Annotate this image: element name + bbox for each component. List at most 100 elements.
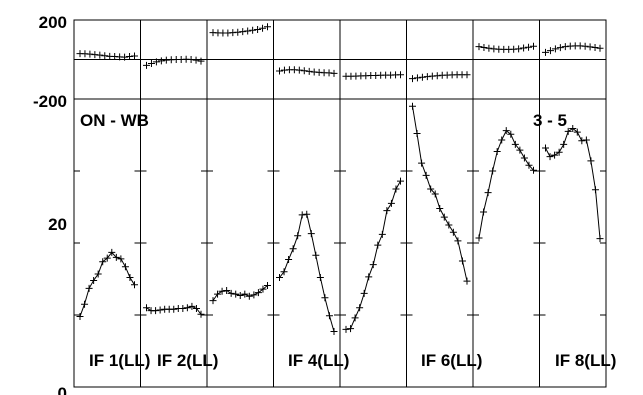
lower-series-7-point bbox=[498, 136, 506, 144]
upper-series-2-point bbox=[197, 57, 205, 65]
upper-series-2-point bbox=[147, 59, 155, 67]
lower-series-1-point bbox=[121, 263, 129, 271]
lower-series-8-point bbox=[546, 153, 554, 161]
upper-series-6-point bbox=[463, 71, 471, 79]
lower-series-6-point bbox=[418, 159, 426, 167]
lower-series-2-point bbox=[192, 305, 200, 313]
lower-series-6-point bbox=[427, 185, 435, 193]
lower-series-4-point bbox=[330, 328, 338, 336]
lower-series-6-point bbox=[458, 257, 466, 265]
lower-series-7-point bbox=[493, 148, 501, 156]
lower-series-6-point bbox=[440, 213, 448, 221]
lower-series-4-point bbox=[276, 274, 283, 282]
corner-label-left: ON - WB bbox=[80, 111, 149, 130]
lower-series-8-line bbox=[545, 127, 601, 239]
lower-series-5-point bbox=[369, 261, 377, 269]
lower-series-4-point bbox=[280, 268, 288, 276]
lower-series-3-point bbox=[223, 287, 231, 295]
lower-series-3-point bbox=[209, 297, 217, 305]
lower-series-7-line bbox=[478, 129, 534, 239]
lower-series-5-point bbox=[378, 230, 386, 238]
series-label-if2: IF 2(LL) bbox=[157, 351, 218, 370]
lower-series-5-point bbox=[365, 273, 373, 281]
lower-series-1-line bbox=[79, 251, 135, 317]
upper-series-8-point bbox=[561, 43, 569, 51]
upper-series-1-point bbox=[101, 52, 109, 60]
lower-series-1-point bbox=[131, 281, 138, 289]
lower-series-7-point bbox=[475, 234, 483, 242]
upper-series-4-point bbox=[330, 69, 338, 77]
lower-series-8-point bbox=[587, 157, 595, 165]
lower-series-7-point bbox=[530, 166, 537, 174]
series-label-if4: IF 4(LL) bbox=[288, 351, 349, 370]
lower-series-3-point bbox=[218, 287, 226, 295]
lower-series-3-point bbox=[241, 290, 249, 298]
lower-series-2-point bbox=[188, 302, 196, 310]
lower-series-4-point bbox=[285, 256, 293, 264]
upper-series-1-point bbox=[96, 51, 104, 59]
panel-frames bbox=[73, 19, 607, 388]
lower-series-7-point bbox=[489, 167, 497, 175]
lower-series-8-point bbox=[596, 235, 604, 243]
upper-series-3-point bbox=[249, 26, 257, 34]
lower-series-2-point bbox=[197, 310, 205, 318]
lower-series-8-point bbox=[569, 125, 577, 133]
upper-ytick-top: 200 bbox=[39, 13, 67, 32]
lower-series-8-point bbox=[573, 128, 581, 136]
lower-series-4-point bbox=[289, 245, 297, 253]
series-label-if1: IF 1(LL) bbox=[89, 351, 150, 370]
upper-series-6-point bbox=[409, 75, 416, 83]
lower-series-7-point bbox=[502, 127, 510, 135]
lower-series-1-point bbox=[90, 276, 98, 284]
lower-series-4-line bbox=[279, 213, 335, 332]
lower-series-3-point bbox=[250, 291, 258, 299]
lower-series-8-point bbox=[551, 151, 559, 159]
lower-series-2-point bbox=[170, 305, 178, 313]
lower-series-5-point bbox=[347, 325, 355, 333]
upper-series-4-point bbox=[305, 67, 313, 75]
upper-series-6-point bbox=[423, 73, 431, 81]
lower-series-4-point bbox=[321, 294, 329, 302]
upper-series-2-point bbox=[187, 56, 195, 63]
upper-series-1-point bbox=[126, 53, 134, 61]
upper-series-7-point bbox=[480, 43, 488, 51]
lower-series-2-point bbox=[179, 305, 187, 313]
lower-series-2-point bbox=[143, 304, 150, 312]
lower-series-1-point bbox=[112, 253, 120, 261]
lower-series-2-point bbox=[152, 307, 160, 315]
lower-series-5-point bbox=[374, 241, 382, 249]
lower-series-6-point bbox=[463, 277, 471, 285]
upper-series-8-point bbox=[591, 43, 599, 51]
lower-series-3-point bbox=[232, 290, 240, 298]
upper-ytick-bottom: -200 bbox=[33, 92, 67, 111]
lower-series-7-point bbox=[507, 130, 515, 138]
lower-series-5-point bbox=[383, 207, 391, 215]
lower-series-6-point bbox=[431, 190, 439, 198]
lower-series-5-point bbox=[356, 304, 364, 312]
upper-series-6-point bbox=[418, 73, 426, 81]
lower-series-3-point bbox=[264, 281, 271, 289]
upper-series-1-point bbox=[131, 52, 138, 60]
lower-series-3-point bbox=[245, 292, 253, 300]
upper-series-3-point bbox=[264, 23, 271, 31]
lower-series-4-point bbox=[298, 211, 306, 219]
lower-series-8-point bbox=[582, 136, 590, 144]
lower-series-6-point bbox=[422, 171, 430, 179]
upper-series-3-point bbox=[234, 28, 242, 36]
upper-series-2-point bbox=[157, 57, 165, 65]
lower-series-6-point bbox=[409, 102, 416, 110]
lower-series-3-point bbox=[259, 285, 267, 293]
upper-series-8-point bbox=[586, 43, 594, 51]
lower-series-6-point bbox=[445, 221, 453, 229]
lower-series-4-point bbox=[325, 312, 333, 320]
lower-series-1-point bbox=[76, 312, 84, 320]
upper-series-7-point bbox=[530, 42, 537, 50]
lower-series-1-point bbox=[85, 284, 93, 292]
lower-series-6-point bbox=[449, 228, 457, 236]
lower-series-5-point bbox=[351, 314, 359, 322]
lower-series-1-point bbox=[99, 258, 107, 266]
upper-series-7-point bbox=[520, 44, 528, 52]
lower-series-5-point bbox=[387, 199, 395, 207]
lower-series-8-point bbox=[591, 186, 599, 194]
lower-series-5-point bbox=[342, 325, 350, 333]
